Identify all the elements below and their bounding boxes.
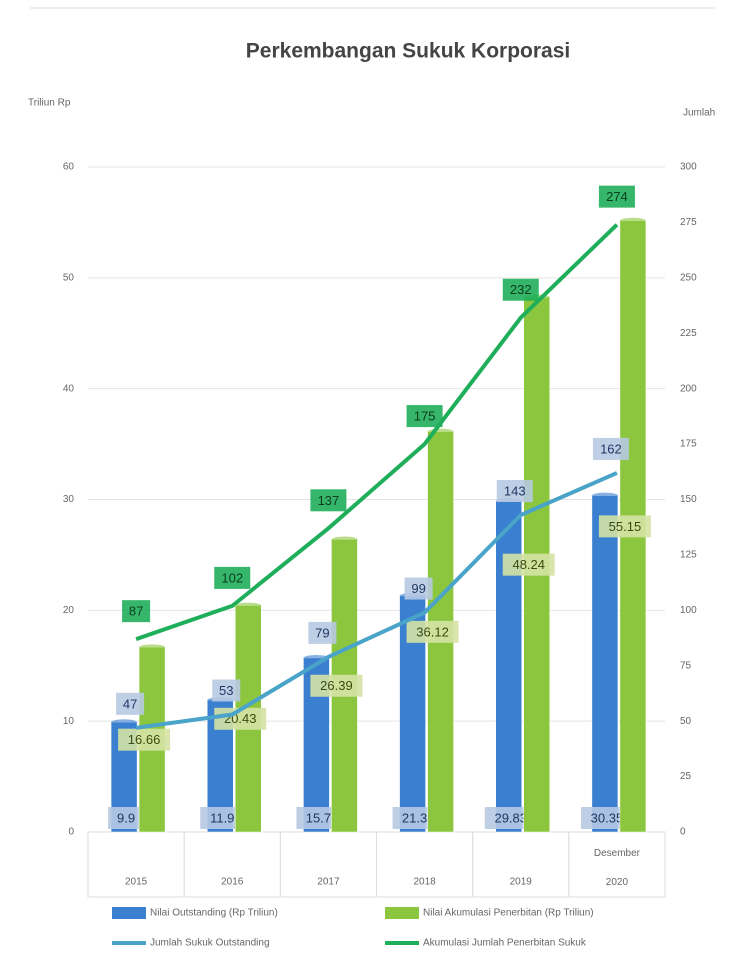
- y2-tick-label: 175: [680, 439, 697, 450]
- data-label: 36.12: [416, 624, 449, 639]
- data-label: 143: [504, 483, 526, 498]
- data-label: 30.35: [591, 810, 624, 825]
- bar: [592, 496, 618, 832]
- y-tick-label: 20: [63, 605, 75, 616]
- data-label: 47: [123, 696, 137, 711]
- y2-tick-label: 200: [680, 383, 697, 394]
- y-tick-label: 30: [63, 494, 75, 505]
- legend-label: Nilai Outstanding (Rp Triliun): [150, 908, 278, 919]
- data-label: 9.9: [117, 810, 135, 825]
- legend-swatch: [112, 907, 146, 919]
- y2-tick-label: 300: [680, 162, 697, 173]
- bar-cap: [331, 537, 357, 543]
- y2-tick-label: 125: [680, 550, 697, 561]
- y2-tick-label: 50: [680, 716, 692, 727]
- data-label: 99: [411, 581, 425, 596]
- legend-label: Jumlah Sukuk Outstanding: [150, 938, 270, 949]
- bar-cap: [111, 719, 137, 725]
- data-label: 55.15: [609, 519, 642, 534]
- data-label: 21.3: [402, 810, 427, 825]
- y2-tick-label: 0: [680, 827, 686, 838]
- y2-tick-label: 250: [680, 272, 697, 283]
- chart: Perkembangan Sukuk Korporasi Triliun Rp …: [0, 0, 745, 963]
- y2-axis-title: Jumlah: [683, 108, 715, 119]
- y-tick-label: 50: [63, 272, 75, 283]
- bar: [496, 501, 522, 832]
- data-label: 162: [600, 441, 622, 456]
- data-label: 87: [129, 604, 143, 619]
- y-tick-label: 10: [63, 716, 75, 727]
- x-tick-label: 2018: [413, 877, 436, 888]
- chart-title: Perkembangan Sukuk Korporasi: [246, 40, 570, 63]
- y2-tick-label: 100: [680, 605, 697, 616]
- data-label: 16.66: [128, 732, 161, 747]
- legend-label: Akumulasi Jumlah Penerbitan Sukuk: [423, 938, 587, 949]
- data-label: 102: [221, 570, 243, 585]
- x-tick-label: 2016: [221, 877, 244, 888]
- y2-tick-label: 275: [680, 217, 697, 228]
- y-axis-title: Triliun Rp: [28, 98, 71, 109]
- y-tick-label: 0: [68, 827, 74, 838]
- legend-swatch: [385, 907, 419, 919]
- x-tick-label: 2019: [510, 877, 533, 888]
- y2-tick-label: 75: [680, 660, 692, 671]
- data-label: 232: [510, 282, 532, 297]
- legend-label: Nilai Akumulasi Penerbitan (Rp Triliun): [423, 908, 594, 919]
- data-label: 11.9: [210, 810, 234, 825]
- data-label: 274: [606, 189, 628, 204]
- bar-cap: [620, 218, 646, 224]
- data-label: 29.83: [494, 810, 527, 825]
- data-label: 48.24: [512, 557, 545, 572]
- data-label: 15.7: [306, 810, 331, 825]
- y-tick-label: 40: [63, 383, 75, 394]
- data-label: 53: [219, 683, 233, 698]
- y2-tick-label: 25: [680, 771, 692, 782]
- y2-tick-label: 150: [680, 494, 697, 505]
- bar-cap: [139, 644, 165, 650]
- data-label: 79: [315, 625, 329, 640]
- data-label: 175: [414, 409, 436, 424]
- data-label: 26.39: [320, 678, 353, 693]
- data-label: 137: [318, 493, 340, 508]
- bar-cap: [592, 493, 618, 499]
- x-tick-label: 2015: [125, 877, 148, 888]
- y-tick-label: 60: [63, 162, 75, 173]
- x-tick-label: 2017: [317, 877, 340, 888]
- bar-cap: [235, 603, 261, 609]
- y2-tick-label: 225: [680, 328, 697, 339]
